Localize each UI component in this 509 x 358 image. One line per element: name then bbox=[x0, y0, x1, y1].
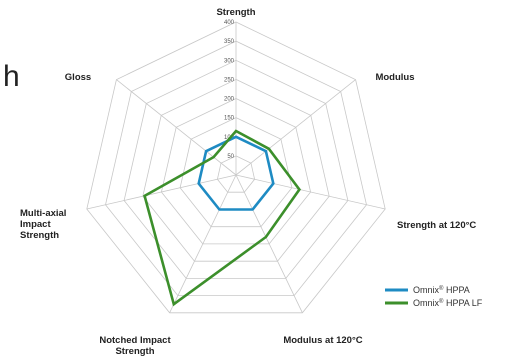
grid-ring bbox=[142, 78, 330, 262]
tick-label: 250 bbox=[224, 77, 235, 83]
axis-label-line: Notched Impact bbox=[99, 335, 171, 346]
axis-label-line: Modulus at 120°C bbox=[283, 335, 362, 346]
axis-label-line: Strength bbox=[216, 7, 255, 18]
axis-label: Modulus at 120°C bbox=[283, 335, 362, 346]
axis-label: Strength bbox=[216, 7, 255, 18]
axis-label-line: Modulus bbox=[375, 72, 414, 83]
axis-label-line: Impact bbox=[20, 219, 51, 230]
axis-label-line: Strength bbox=[115, 346, 154, 357]
grid-ring bbox=[105, 40, 367, 297]
axis-label: Gloss bbox=[65, 72, 91, 83]
radar-grid bbox=[86, 21, 386, 314]
tick-label: 150 bbox=[224, 116, 235, 122]
cropped-text-fragment: h bbox=[3, 60, 20, 93]
radar-series bbox=[143, 129, 302, 307]
axis-label: Multi-axial Impact Strength bbox=[20, 208, 66, 241]
legend-label: Omnix® HPPA bbox=[413, 285, 470, 295]
axis-label-line: Gloss bbox=[65, 72, 91, 83]
grid-ring bbox=[160, 98, 312, 245]
axis-labels: Strength Modulus Strength at 120°C Modulus … bbox=[20, 7, 476, 357]
grid-spoke bbox=[169, 174, 237, 313]
legend: Omnix® HPPA Omnix® HPPA LF bbox=[385, 285, 483, 308]
axis-label-line: Strength at 120°C bbox=[397, 220, 476, 231]
tick-label: 50 bbox=[227, 154, 234, 160]
grid-spoke bbox=[235, 174, 303, 313]
tick-label: 200 bbox=[224, 97, 235, 103]
grid-spoke bbox=[235, 174, 386, 210]
axis-label-line: Strength bbox=[20, 230, 59, 241]
axis-label: Modulus bbox=[375, 72, 414, 83]
grid-ring bbox=[123, 59, 349, 279]
tick-label: 350 bbox=[224, 39, 235, 45]
series-line-1 bbox=[143, 129, 302, 307]
grid-ring bbox=[216, 155, 256, 193]
axis-label: Notched Impact Strength bbox=[99, 335, 171, 357]
tick-label: 300 bbox=[224, 58, 235, 64]
tick-label: 400 bbox=[224, 20, 235, 26]
grid-ring bbox=[179, 117, 293, 228]
grid-spoke bbox=[86, 174, 237, 210]
axis-label-line: Multi-axial bbox=[20, 208, 66, 219]
grid-ring bbox=[86, 21, 386, 314]
grid-spoke bbox=[235, 79, 356, 176]
legend-label: Omnix® HPPA LF bbox=[413, 298, 483, 308]
series-line-0 bbox=[197, 135, 275, 211]
axis-label: Strength at 120°C bbox=[397, 220, 476, 231]
grid-spoke bbox=[116, 79, 237, 176]
